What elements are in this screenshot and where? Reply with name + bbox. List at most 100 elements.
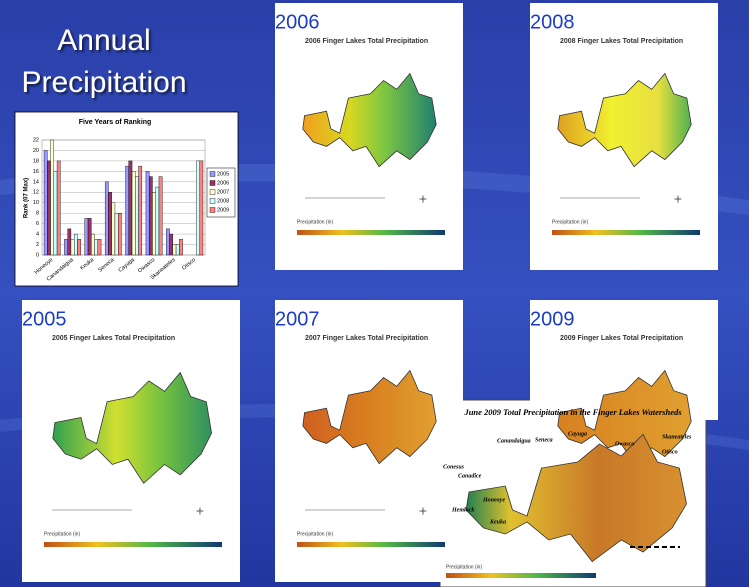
legend-label: 2007: [217, 189, 229, 195]
bar: [70, 239, 75, 256]
bar: [131, 171, 136, 256]
y-tick-label: 22: [33, 137, 39, 143]
bar: [50, 139, 55, 256]
bar: [158, 176, 163, 256]
map-title: 2005 Finger Lakes Total Precipitation: [52, 335, 175, 342]
lake-label: Hemlock: [451, 507, 474, 513]
legend-label: Precipitation (in): [446, 564, 482, 570]
inset-title: June 2009 Total Precipitation in the Fin…: [463, 407, 682, 417]
legend-label: 2006: [217, 180, 229, 186]
legend-label: 2008: [217, 198, 229, 204]
color-bar: [297, 230, 445, 235]
bar: [87, 218, 92, 256]
bar: [128, 160, 133, 256]
bar: [169, 233, 174, 256]
map-title: 2009 Finger Lakes Total Precipitation: [560, 335, 683, 342]
legend-label: 2009: [217, 207, 229, 213]
bar: [152, 192, 156, 256]
bar: [91, 233, 95, 256]
bar: [145, 171, 150, 256]
bar: [175, 244, 180, 256]
bar: [155, 186, 160, 256]
legend-label: Precipitation (in): [297, 219, 333, 225]
y-tick-label: 10: [33, 200, 39, 206]
legend-swatch: [209, 207, 216, 213]
plot-area: [41, 139, 206, 256]
map-shape: [52, 371, 212, 484]
legend-label: Precipitation (in): [552, 219, 588, 225]
chart-title: Five Years of Ranking: [79, 119, 152, 126]
lake-label: Canadice: [458, 473, 482, 479]
color-bar: [446, 573, 596, 578]
lake-label: Keuka: [489, 519, 506, 525]
compass: +: [419, 191, 427, 207]
year-label: 2005: [22, 308, 67, 330]
lake-label: Seneca: [535, 437, 553, 443]
y-tick-label: 0: [36, 252, 39, 258]
bar: [166, 228, 170, 256]
y-tick-label: 16: [33, 169, 39, 175]
slide-title: Precipitation: [21, 66, 186, 99]
bar: [43, 150, 48, 256]
y-axis-label: Rank (07 Max): [24, 178, 30, 218]
bar: [94, 239, 99, 256]
y-tick-label: 20: [33, 148, 39, 154]
bar: [64, 239, 68, 256]
bar: [118, 212, 122, 256]
color-bar: [297, 542, 445, 547]
bar: [138, 165, 143, 256]
lake-label: Skaneateles: [662, 434, 692, 440]
compass: +: [196, 503, 204, 519]
bar: [172, 244, 177, 256]
bar: [97, 239, 102, 256]
y-tick-label: 4: [36, 232, 39, 238]
lake-label: Otisco: [662, 449, 678, 455]
bar: [77, 239, 81, 256]
map-shape: [557, 72, 692, 168]
legend-swatch: [209, 189, 216, 195]
slide-title: Annual: [57, 24, 150, 57]
color-bar: [552, 230, 700, 235]
color-bar: [44, 542, 222, 547]
map-shape: [302, 369, 437, 465]
bar: [135, 176, 139, 256]
lake-label: Honeoye: [482, 497, 505, 503]
y-tick-label: 2: [36, 242, 39, 248]
compass: +: [674, 191, 682, 207]
year-label: 2007: [275, 308, 320, 330]
bar: [114, 212, 119, 256]
lake-label: Conesus: [443, 464, 465, 470]
y-tick-label: 18: [33, 158, 39, 164]
bar: [196, 160, 200, 256]
bar: [104, 181, 109, 256]
bar: [179, 239, 183, 256]
bar: [84, 218, 89, 256]
bar: [199, 160, 204, 256]
legend-label: Precipitation (in): [44, 531, 80, 537]
legend-swatch: [209, 180, 216, 186]
compass: +: [419, 503, 427, 519]
bar: [56, 160, 61, 256]
bar: [73, 233, 78, 256]
bar: [125, 165, 129, 256]
map-title: 2006 Finger Lakes Total Precipitation: [305, 38, 428, 45]
y-tick-label: 14: [33, 179, 39, 185]
map-title: 2007 Finger Lakes Total Precipitation: [305, 335, 428, 342]
bar: [67, 228, 72, 256]
bar: [47, 160, 51, 256]
y-tick-label: 12: [33, 190, 39, 196]
map-shape: [302, 72, 437, 168]
y-tick-label: 6: [36, 221, 39, 227]
inset-map: [465, 433, 687, 563]
lake-label: Canandaigua: [497, 438, 531, 444]
bar: [148, 176, 153, 256]
legend-label: Precipitation (in): [297, 531, 333, 537]
bar: [53, 171, 58, 256]
year-label: 2009: [530, 308, 575, 330]
legend-swatch: [209, 198, 216, 204]
year-label: 2006: [275, 11, 320, 33]
map-title: 2008 Finger Lakes Total Precipitation: [560, 38, 683, 45]
map-shape: [557, 369, 692, 465]
